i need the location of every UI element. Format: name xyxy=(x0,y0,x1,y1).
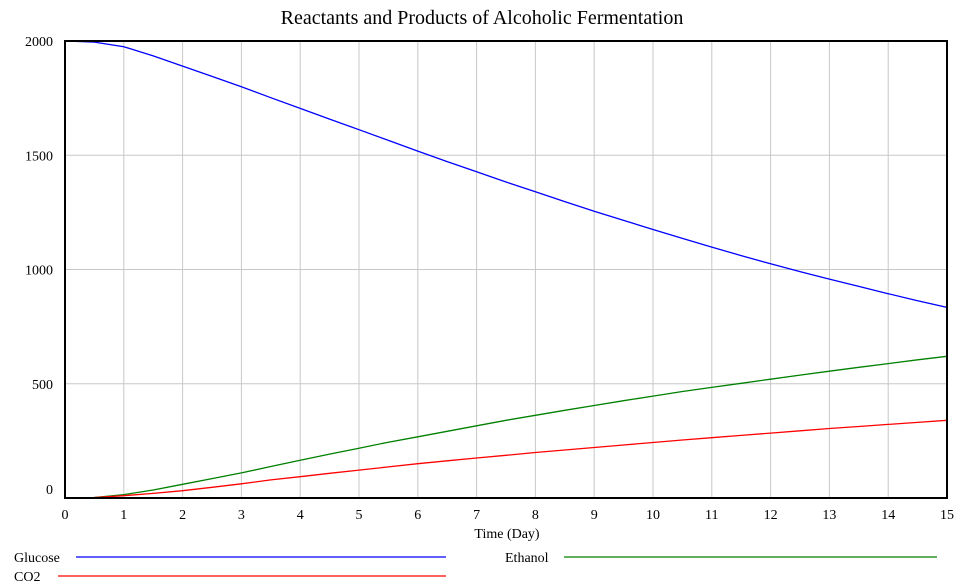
x-tick-label: 14 xyxy=(881,508,895,523)
x-tick-label: 12 xyxy=(764,508,778,523)
x-tick-label: 11 xyxy=(705,508,718,523)
y-tick-label: 0 xyxy=(46,483,53,498)
x-axis-ticks: 0 1 2 3 4 5 6 7 8 9 10 11 12 13 14 15 xyxy=(62,508,955,523)
chart-title: Reactants and Products of Alcoholic Ferm… xyxy=(281,7,684,29)
x-tick-label: 10 xyxy=(646,508,660,523)
y-axis-ticks: 0 500 1000 1500 2000 xyxy=(25,35,53,498)
x-tick-label: 15 xyxy=(940,508,954,523)
x-tick-label: 1 xyxy=(120,508,127,523)
y-tick-label: 500 xyxy=(32,378,53,393)
legend-label-co2: CO2 xyxy=(14,570,40,585)
legend-label-glucose: Glucose xyxy=(14,551,60,566)
series-line-ethanol xyxy=(64,355,948,499)
grid xyxy=(65,41,947,498)
x-axis-title: Time (Day) xyxy=(474,527,540,542)
x-tick-label: 6 xyxy=(414,508,421,523)
x-tick-label: 3 xyxy=(238,508,245,523)
series-lines xyxy=(64,40,948,499)
x-tick-label: 2 xyxy=(179,508,186,523)
x-tick-label: 5 xyxy=(356,508,363,523)
x-tick-label: 4 xyxy=(297,508,304,523)
x-tick-label: 8 xyxy=(532,508,539,523)
x-tick-label: 7 xyxy=(473,508,480,523)
x-tick-label: 13 xyxy=(822,508,836,523)
legend: Glucose Ethanol CO2 xyxy=(14,551,937,585)
y-tick-label: 1000 xyxy=(25,264,53,279)
plot-frame xyxy=(64,40,948,499)
legend-label-ethanol: Ethanol xyxy=(505,551,549,566)
series-line-co2 xyxy=(64,419,948,499)
x-tick-label: 0 xyxy=(62,508,69,523)
y-tick-label: 1500 xyxy=(25,149,53,164)
y-tick-label: 2000 xyxy=(25,35,53,50)
x-tick-label: 9 xyxy=(591,508,598,523)
series-line-glucose xyxy=(64,40,948,309)
